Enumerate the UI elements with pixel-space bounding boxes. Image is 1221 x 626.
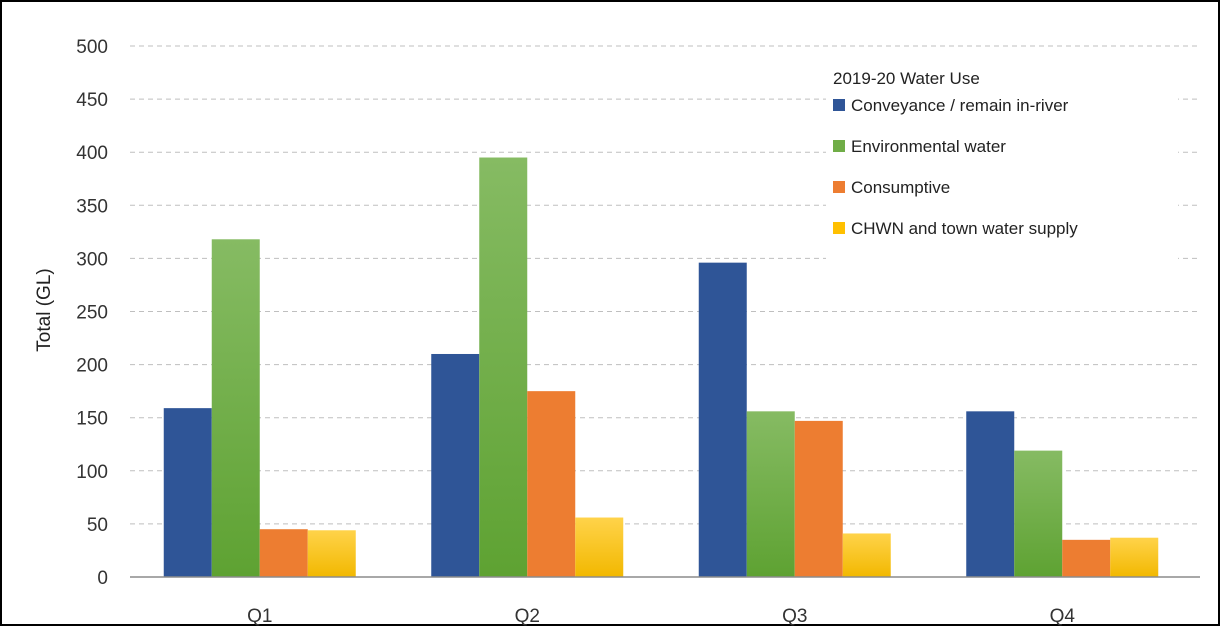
y-tick-label: 400 [76,143,108,164]
bar-q3-series-1 [698,262,747,577]
y-tick-labels: 0 50 100 150 200 250 300 350 400 450 500 [76,37,108,589]
x-tick-labels: Q1 Q2 Q3 Q4 [247,606,1075,626]
legend-label: Conveyance / remain in-river [851,96,1069,115]
y-tick-label: 450 [76,90,108,111]
bar-q4-series-2 [1014,450,1063,577]
y-tick-label: 350 [76,196,108,217]
bar-q4-series-3 [1062,539,1111,577]
legend-label: CHWN and town water supply [851,219,1078,238]
bar-q4-series-1 [966,411,1015,577]
bar-q1-series-1 [163,408,212,577]
bar-q4-series-4 [1110,537,1159,577]
legend: 2019-20 Water Use Conveyance / remain in… [826,64,1178,264]
y-tick-label: 50 [87,515,108,536]
legend-label: Environmental water [851,137,1006,156]
bar-q1-series-3 [259,529,308,577]
x-tick-label: Q1 [247,606,272,626]
legend-background [826,64,1178,264]
y-tick-label: 500 [76,37,108,58]
x-tick-label: Q3 [782,606,807,626]
y-tick-label: 100 [76,462,108,483]
bar-q3-series-4 [842,533,891,577]
bar-q2-series-2 [479,157,528,577]
y-tick-label: 300 [76,249,108,270]
legend-swatch [833,181,845,193]
bar-q3-series-3 [794,420,843,577]
bar-q2-series-1 [431,353,480,577]
bar-q2-series-3 [527,391,576,577]
bar-q1-series-4 [307,530,356,577]
legend-swatch [833,99,845,111]
y-tick-label: 250 [76,303,108,324]
y-tick-label: 150 [76,409,108,430]
y-tick-label: 0 [97,568,108,589]
x-tick-label: Q4 [1050,606,1076,626]
y-tick-label: 200 [76,356,108,377]
legend-swatch [833,222,845,234]
legend-label: Consumptive [851,178,950,197]
legend-title: 2019-20 Water Use [833,69,980,88]
bar-q1-series-2 [211,239,260,577]
bar-marks [163,157,1159,577]
bar-q2-series-4 [575,517,624,577]
bar-q3-series-2 [746,411,795,577]
legend-swatch [833,140,845,152]
y-axis-label: Total (GL) [34,268,55,351]
x-tick-label: Q2 [515,606,540,626]
